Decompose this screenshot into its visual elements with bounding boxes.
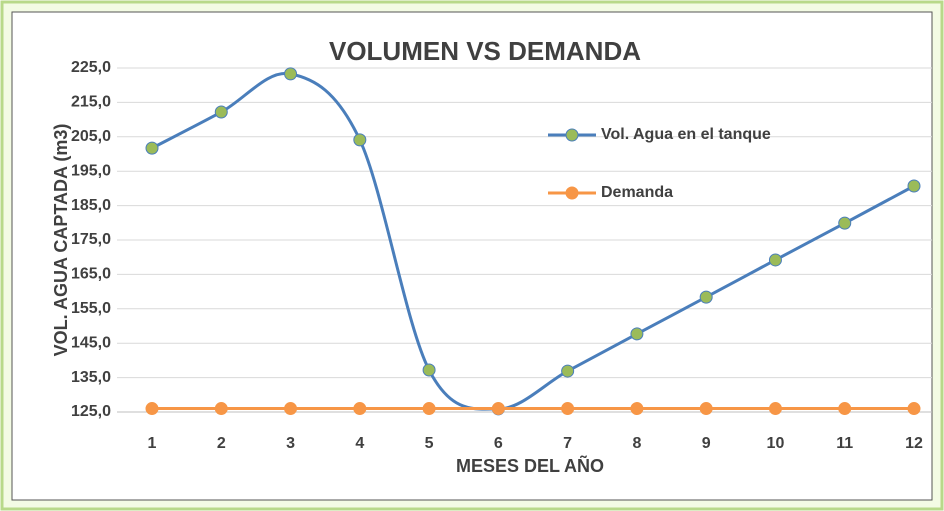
- marker: [422, 363, 436, 377]
- marker: [699, 290, 713, 304]
- marker: [353, 133, 367, 147]
- legend-label: Vol. Agua en el tanque: [601, 126, 771, 143]
- marker: [145, 402, 159, 416]
- x-tick-label: 4: [355, 435, 364, 452]
- marker: [768, 402, 782, 416]
- marker: [838, 216, 852, 230]
- marker: [768, 253, 782, 267]
- y-tick-label: 155,0: [71, 300, 111, 317]
- x-tick-label: 6: [494, 435, 503, 452]
- marker: [630, 327, 644, 341]
- marker: [284, 402, 298, 416]
- x-tick-label: 12: [905, 435, 923, 452]
- x-tick-label: 9: [702, 435, 711, 452]
- marker: [561, 402, 575, 416]
- marker: [907, 179, 921, 193]
- legend-marker: [565, 186, 579, 200]
- y-tick-label: 135,0: [71, 369, 111, 386]
- y-tick-label: 215,0: [71, 94, 111, 111]
- y-tick-label: 165,0: [71, 266, 111, 283]
- marker: [699, 402, 713, 416]
- chart-area: [11, 11, 933, 501]
- marker: [838, 402, 852, 416]
- marker: [907, 402, 921, 416]
- x-tick-label: 11: [836, 435, 853, 452]
- y-tick-label: 125,0: [71, 403, 111, 420]
- y-tick-label: 145,0: [71, 334, 111, 351]
- marker: [422, 402, 436, 416]
- y-tick-label: 225,0: [71, 59, 111, 76]
- legend-label: Demanda: [601, 184, 673, 201]
- marker: [491, 402, 505, 416]
- x-tick-label: 8: [632, 435, 641, 452]
- chart-title: VOLUMEN VS DEMANDA: [329, 36, 641, 66]
- x-tick-label: 1: [148, 435, 157, 452]
- x-axis-label: MESES DEL AÑO: [456, 455, 604, 476]
- x-tick-label: 2: [217, 435, 226, 452]
- y-tick-label: 195,0: [71, 162, 111, 179]
- x-tick-label: 3: [286, 435, 295, 452]
- marker: [145, 141, 159, 155]
- marker: [284, 67, 298, 81]
- marker: [214, 402, 228, 416]
- y-axis-label: VOL. AGUA CAPTADA (m3): [51, 124, 71, 357]
- marker: [561, 364, 575, 378]
- x-tick-label: 5: [425, 435, 434, 452]
- y-tick-label: 185,0: [71, 197, 111, 214]
- marker: [630, 402, 644, 416]
- y-tick-label: 175,0: [71, 231, 111, 248]
- legend-marker: [565, 128, 579, 142]
- x-tick-label: 10: [767, 435, 785, 452]
- y-tick-label: 205,0: [71, 128, 111, 145]
- marker: [353, 402, 367, 416]
- marker: [214, 105, 228, 119]
- x-tick-label: 7: [563, 435, 572, 452]
